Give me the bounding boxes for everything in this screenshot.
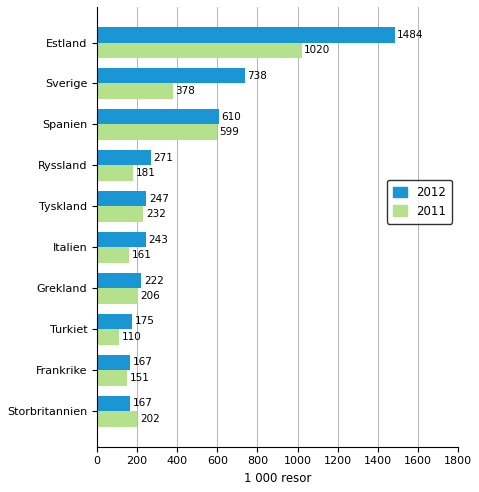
- Bar: [97, 68, 245, 84]
- Bar: [97, 206, 143, 222]
- Text: 181: 181: [136, 168, 156, 178]
- Text: 167: 167: [133, 399, 153, 408]
- Bar: [97, 232, 146, 247]
- Text: 161: 161: [132, 250, 151, 260]
- Bar: [97, 27, 395, 42]
- Text: 202: 202: [140, 414, 160, 424]
- Bar: [97, 150, 151, 165]
- Text: 247: 247: [149, 193, 169, 204]
- Bar: [97, 329, 119, 345]
- Text: 1020: 1020: [304, 45, 330, 55]
- Text: 110: 110: [121, 332, 141, 342]
- Text: 222: 222: [144, 276, 164, 285]
- Bar: [97, 109, 219, 124]
- Bar: [97, 314, 132, 329]
- Bar: [97, 411, 137, 427]
- Text: 243: 243: [148, 235, 168, 245]
- Legend: 2012, 2011: 2012, 2011: [387, 180, 452, 224]
- Bar: [97, 42, 301, 58]
- Text: 167: 167: [133, 358, 153, 368]
- Text: 378: 378: [175, 86, 195, 96]
- Bar: [97, 273, 141, 288]
- Text: 206: 206: [141, 291, 160, 301]
- Bar: [97, 165, 133, 181]
- Bar: [97, 124, 217, 140]
- Bar: [97, 247, 129, 263]
- Text: 151: 151: [130, 373, 149, 383]
- Text: 271: 271: [154, 153, 173, 163]
- Bar: [97, 396, 130, 411]
- Text: 1484: 1484: [397, 30, 423, 40]
- Bar: [97, 191, 147, 206]
- Bar: [97, 370, 127, 386]
- Text: 175: 175: [135, 316, 154, 327]
- Bar: [97, 355, 130, 370]
- Text: 232: 232: [146, 209, 166, 219]
- Text: 610: 610: [222, 112, 241, 122]
- Bar: [97, 84, 173, 99]
- Text: 738: 738: [247, 71, 267, 81]
- X-axis label: 1 000 resor: 1 000 resor: [244, 472, 311, 485]
- Text: 599: 599: [219, 127, 240, 137]
- Bar: [97, 288, 138, 304]
